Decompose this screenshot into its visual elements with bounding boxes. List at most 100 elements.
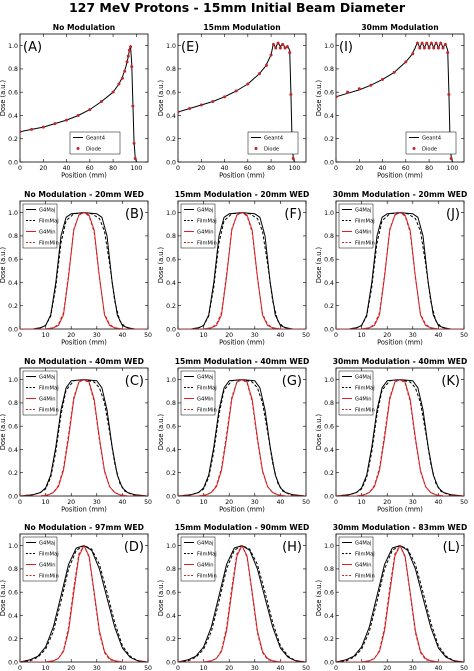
x-tick-label: 10 <box>42 332 50 339</box>
y-tick-label: 0.0 <box>8 659 18 666</box>
data-point <box>131 104 135 108</box>
legend-label: G4Min <box>197 563 214 569</box>
x-tick-label: 20 <box>67 332 75 339</box>
data-point <box>111 90 115 94</box>
legend-box <box>180 203 216 249</box>
y-tick-label: 0.8 <box>166 66 176 73</box>
x-tick-label: 20 <box>225 332 233 339</box>
x-tick-label: 40 <box>276 499 284 506</box>
y-tick-label: 0.6 <box>324 89 334 96</box>
x-tick-label: 10 <box>200 499 208 506</box>
plot-frame <box>335 533 465 663</box>
plot-area <box>20 212 148 329</box>
x-tick-label: 30 <box>409 665 417 671</box>
plot-frame <box>19 33 149 163</box>
plot-area <box>336 212 464 329</box>
y-tick-label: 0.6 <box>8 256 18 263</box>
plot-area <box>178 212 306 329</box>
data-point <box>132 141 136 145</box>
plot-frame <box>19 367 149 497</box>
y-tick-label: 0.4 <box>8 113 18 120</box>
legend-label: G4Min <box>355 397 372 403</box>
y-tick-label: 0.6 <box>8 589 18 596</box>
y-tick-label: 0.2 <box>166 303 176 310</box>
x-tick-label: 40 <box>434 665 442 671</box>
x-tick-label: 0 <box>18 332 22 339</box>
panel-label: (B) <box>125 207 144 222</box>
y-tick-label: 0.6 <box>324 256 334 263</box>
y-tick-label: 0.4 <box>324 280 334 287</box>
series-line-g4min <box>336 379 464 496</box>
y-tick-label: 0.2 <box>324 470 334 477</box>
legend-label: FilmMaj <box>39 219 59 225</box>
data-point <box>446 51 450 55</box>
y-tick-label: 0.0 <box>166 159 176 166</box>
legend-box <box>22 203 58 249</box>
series-line-filmmin <box>178 212 306 329</box>
panel-label: (D) <box>124 540 144 555</box>
plot-area <box>20 45 137 162</box>
y-tick-label: 0.8 <box>166 233 176 240</box>
data-point <box>257 72 261 76</box>
data-point <box>420 41 424 45</box>
y-tick-label: 0.2 <box>8 636 18 643</box>
x-tick-label: 30 <box>93 665 101 671</box>
legend: G4Maj FilmMaj G4Min FilmMin <box>338 536 375 582</box>
data-point <box>88 108 92 112</box>
legend-label: FilmMin <box>355 241 375 247</box>
legend-label: FilmMaj <box>39 386 59 392</box>
x-tick-label: 0 <box>334 165 338 172</box>
plot-frame <box>19 533 149 663</box>
y-tick-label: 1.0 <box>166 543 176 550</box>
series-line-g4min <box>178 379 306 496</box>
x-tick-label: 20 <box>67 665 75 671</box>
panel-h: 15mm Modulation - 90mm WED 0.0 0.2 0.4 0.6 0.… <box>157 523 310 671</box>
data-point <box>432 46 436 50</box>
data-point <box>269 53 273 57</box>
data-point <box>449 157 453 161</box>
legend-label: G4Maj <box>39 208 55 214</box>
x-tick-label: 20 <box>355 165 363 172</box>
x-tick-label: 50 <box>144 665 152 671</box>
legend-label: FilmMaj <box>355 219 375 225</box>
y-tick-label: 0.8 <box>8 233 18 240</box>
x-tick-label: 50 <box>302 499 310 506</box>
y-tick-label: 0.8 <box>324 66 334 73</box>
y-tick-label: 1.0 <box>166 210 176 217</box>
plot-frame <box>177 200 307 330</box>
data-point <box>274 46 278 50</box>
y-tick-label: 1.0 <box>324 210 334 217</box>
data-point <box>291 157 295 161</box>
data-point <box>120 76 124 80</box>
y-tick-label: 1.0 <box>8 43 18 50</box>
panel-title: 15mm Modulation - 90mm WED <box>175 523 310 532</box>
plot-frame <box>335 200 465 330</box>
legend-label: FilmMaj <box>355 386 375 392</box>
data-point <box>283 46 287 50</box>
panel-k: 30mm Modulation - 40mm WED 0.0 0.2 0.4 0.6 0.… <box>315 357 468 514</box>
data-point <box>281 42 285 46</box>
panel-d: No Modulation - 97mm WED 0.0 0.2 0.4 0.6 0.8 1… <box>0 523 152 671</box>
legend-label: G4Min <box>39 563 56 569</box>
x-tick-label: 0 <box>334 665 338 671</box>
x-tick-label: 20 <box>225 499 233 506</box>
legend-label: G4Maj <box>355 375 371 381</box>
x-tick-label: 0 <box>18 499 22 506</box>
y-tick-label: 0.2 <box>324 636 334 643</box>
y-tick-label: 0.8 <box>324 233 334 240</box>
data-point <box>285 45 289 49</box>
data-point <box>117 82 121 86</box>
y-axis-label: Dose (a.u.) <box>157 247 165 283</box>
y-tick-label: 0.8 <box>8 566 18 573</box>
y-tick-label: 1.0 <box>324 43 334 50</box>
x-tick-label: 10 <box>358 499 366 506</box>
data-point <box>234 89 238 93</box>
y-tick-label: 0.6 <box>166 423 176 430</box>
data-point <box>20 130 22 134</box>
figure-title: 127 MeV Protons - 15mm Initial Beam Diam… <box>68 0 406 15</box>
y-tick-label: 0.2 <box>166 136 176 143</box>
y-tick-label: 0.8 <box>324 566 334 573</box>
legend-label: FilmMin <box>39 408 59 414</box>
data-point <box>425 41 429 45</box>
y-tick-label: 0.4 <box>166 613 176 620</box>
